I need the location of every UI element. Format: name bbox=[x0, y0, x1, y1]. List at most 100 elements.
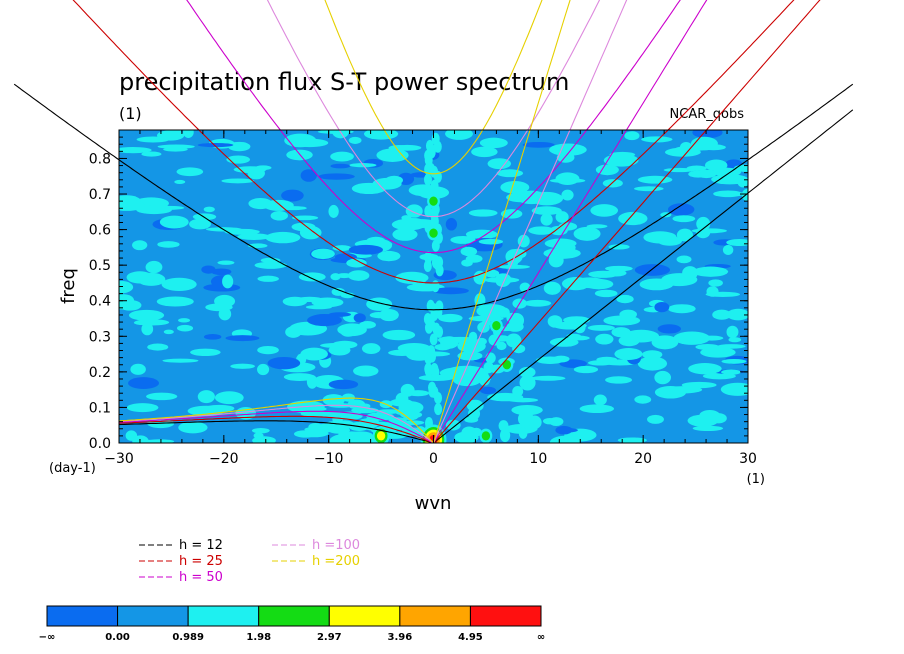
field-cell bbox=[176, 324, 194, 332]
field-cell bbox=[203, 283, 241, 292]
field-cell bbox=[495, 273, 512, 287]
field-cell bbox=[594, 289, 618, 298]
field-cell bbox=[265, 231, 301, 244]
field-cell bbox=[257, 275, 279, 282]
field-cell bbox=[518, 427, 528, 439]
x-tick-label: −20 bbox=[209, 451, 239, 467]
field-cell bbox=[555, 172, 580, 186]
field-cell bbox=[260, 257, 281, 263]
x-tick-label: −10 bbox=[314, 451, 344, 467]
field-cell bbox=[519, 375, 536, 391]
field-cell bbox=[203, 206, 215, 213]
field-cell bbox=[225, 335, 260, 342]
field-cell bbox=[178, 318, 191, 323]
field-cell bbox=[573, 226, 601, 241]
field-cell bbox=[353, 365, 379, 377]
field-cell bbox=[361, 343, 381, 355]
field-cell bbox=[483, 361, 494, 374]
field-cell bbox=[292, 406, 327, 412]
field-cell bbox=[682, 266, 698, 280]
field-cell bbox=[332, 245, 352, 252]
field-cell bbox=[217, 260, 235, 265]
field-cell bbox=[602, 179, 623, 188]
field-cell bbox=[328, 379, 359, 390]
field-cell bbox=[499, 428, 511, 443]
field-cell bbox=[270, 210, 288, 221]
y-tick-label: 0.6 bbox=[89, 223, 111, 239]
dispersion-curve bbox=[324, 0, 543, 175]
field-cell bbox=[540, 213, 553, 226]
field-cell bbox=[357, 436, 378, 443]
field-cell bbox=[741, 188, 748, 202]
dispersion-curve bbox=[433, 0, 821, 443]
field-cell bbox=[282, 296, 308, 307]
field-cell bbox=[433, 140, 442, 153]
field-cell bbox=[498, 307, 510, 318]
dispersion-curve bbox=[432, 0, 571, 443]
field-cell bbox=[432, 287, 469, 295]
field-cell bbox=[222, 274, 234, 289]
field-cell bbox=[463, 427, 481, 437]
field-cell bbox=[726, 325, 739, 339]
field-cell bbox=[395, 392, 409, 406]
field-hotspot bbox=[376, 431, 386, 441]
field-cell bbox=[445, 218, 458, 231]
y-tick-label: 0.3 bbox=[89, 329, 111, 345]
field-cell bbox=[543, 247, 581, 259]
field-cell bbox=[595, 164, 619, 176]
legend-label: h = 25 bbox=[179, 554, 223, 569]
field-cell bbox=[608, 244, 630, 250]
field-cell bbox=[573, 365, 599, 374]
field-cell bbox=[641, 136, 673, 143]
field-cell bbox=[465, 254, 483, 263]
x-tick-label: 30 bbox=[739, 451, 757, 467]
field-cell bbox=[253, 432, 264, 439]
field-cell bbox=[197, 142, 234, 148]
field-cell bbox=[637, 175, 673, 184]
y-tick-label: 0.1 bbox=[89, 400, 111, 416]
field-cell bbox=[624, 131, 640, 141]
field-cell bbox=[721, 369, 742, 375]
field-cell bbox=[379, 309, 399, 322]
field-cell bbox=[336, 273, 352, 279]
field-cell bbox=[224, 228, 260, 235]
field-cell bbox=[359, 418, 379, 425]
x-axis-label: wvn bbox=[415, 493, 452, 514]
field-cell bbox=[664, 147, 701, 157]
field-cell bbox=[657, 324, 681, 334]
dispersion-curves-outer bbox=[13, 0, 854, 443]
field-cell bbox=[130, 363, 146, 375]
field-cell bbox=[300, 429, 329, 438]
field-cell bbox=[713, 190, 743, 198]
dispersion-curve bbox=[119, 404, 434, 443]
field-cell bbox=[141, 322, 154, 336]
colorbar-label: 2.97 bbox=[317, 632, 342, 643]
x-tick-label: 0 bbox=[429, 451, 438, 467]
field-cell bbox=[334, 253, 357, 261]
field-cell bbox=[141, 151, 162, 157]
field-hotspot bbox=[429, 228, 438, 238]
field-cell bbox=[464, 416, 479, 423]
x-tick-label: 20 bbox=[634, 451, 652, 467]
y-tick-label: 0.2 bbox=[89, 365, 111, 381]
field-cell bbox=[667, 203, 695, 216]
field-cell bbox=[267, 356, 301, 370]
field-cell bbox=[145, 260, 163, 274]
field-cell bbox=[579, 404, 615, 414]
field-cell bbox=[552, 355, 570, 363]
field-cell bbox=[468, 209, 498, 217]
colorbar-swatch bbox=[46, 605, 119, 627]
colorbar-label: 4.95 bbox=[458, 632, 483, 643]
field-cell bbox=[433, 258, 442, 271]
field-cell bbox=[376, 148, 409, 162]
field-cell bbox=[506, 321, 524, 332]
field-cell bbox=[126, 271, 154, 284]
field-cell bbox=[726, 308, 748, 321]
field-cell bbox=[257, 363, 270, 376]
field-cell bbox=[728, 337, 742, 343]
field-cell bbox=[424, 251, 433, 264]
field-cell bbox=[372, 177, 402, 190]
field-cell bbox=[722, 244, 734, 255]
field-hotspot bbox=[492, 321, 501, 331]
field-cell bbox=[654, 301, 670, 313]
